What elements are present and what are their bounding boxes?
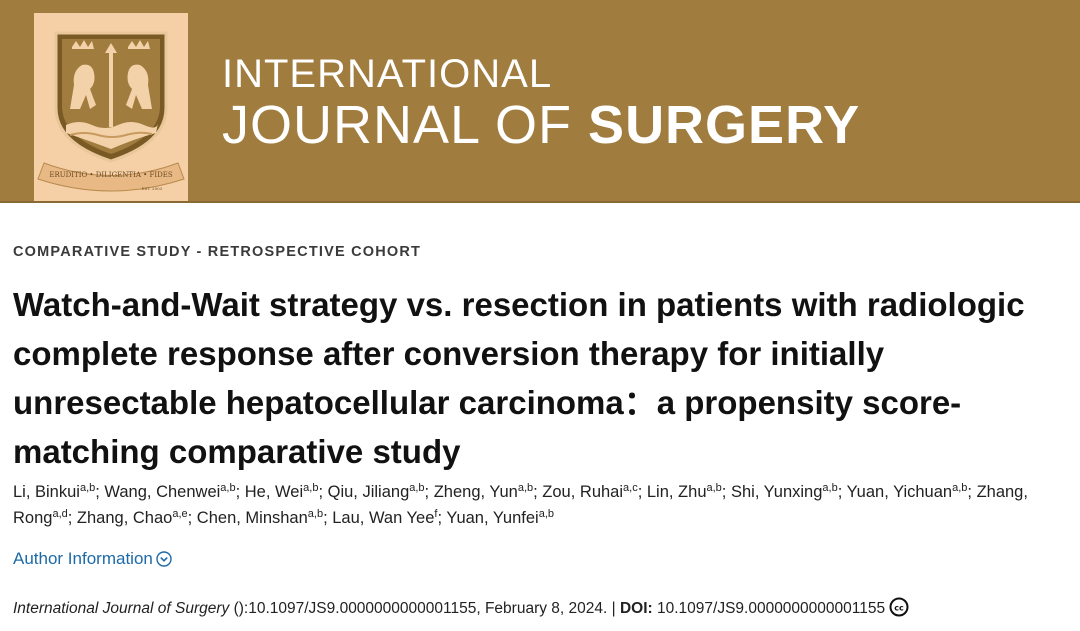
journal-title[interactable]: INTERNATIONAL JOURNAL OF SURGERY (222, 52, 860, 154)
author-item[interactable]: He, Weia,b (244, 482, 319, 502)
doi-label: DOI: (619, 600, 653, 617)
journal-title-line2: JOURNAL OF SURGERY (222, 96, 860, 154)
author-affiliation: a,e (172, 508, 188, 520)
svg-text:cc: cc (894, 604, 904, 613)
author-item[interactable]: Zheng, Yuna,b (433, 482, 534, 502)
author-name: Chen, Minshan (196, 509, 308, 527)
journal-crest-logo[interactable]: ERUDITIO • DILIGENTIA • FIDES EST. 2003 (34, 13, 188, 201)
author-item[interactable]: Zhang, Chaoa,e (76, 508, 188, 528)
author-affiliation: a,b (822, 482, 838, 494)
author-affiliation: a,b (706, 482, 722, 494)
doi-link[interactable]: 10.1097/JS9.0000000000001155 (652, 600, 886, 617)
author-affiliation: a,b (303, 482, 319, 494)
author-item[interactable]: Yuan, Yunfeia,b (446, 508, 555, 528)
author-name: Lin, Zhu (646, 483, 707, 501)
author-affiliation: a,b (220, 482, 236, 494)
author-name: Li, Binkui (13, 483, 80, 501)
author-affiliation: a,c (623, 482, 638, 494)
svg-text:ERUDITIO • DILIGENTIA • FIDES: ERUDITIO • DILIGENTIA • FIDES (49, 171, 172, 179)
chevron-down-circle-icon (156, 551, 172, 567)
author-name: Zhang, Rong (13, 483, 1028, 527)
author-item[interactable]: Wang, Chenweia,b (104, 482, 236, 502)
author-name: Shi, Yunxing (730, 483, 823, 501)
journal-banner: ERUDITIO • DILIGENTIA • FIDES EST. 2003 … (0, 0, 1080, 201)
author-name: He, Wei (244, 483, 304, 501)
svg-text:EST. 2003: EST. 2003 (142, 186, 163, 191)
citation-reference: ():10.1097/JS9.0000000000001155, Februar… (229, 600, 620, 617)
author-information-label: Author Information (13, 549, 153, 568)
author-affiliation: a,b (538, 508, 555, 520)
article-category: COMPARATIVE STUDY - RETROSPECTIVE COHORT (13, 244, 422, 260)
author-affiliation: a,b (952, 482, 968, 494)
author-affiliation: a,d (52, 508, 68, 520)
author-name: Qiu, Jiliang (327, 483, 410, 501)
author-information-toggle[interactable]: Author Information (13, 549, 172, 569)
journal-title-light: JOURNAL OF (222, 95, 589, 155)
author-affiliation: f (434, 508, 438, 520)
author-name: Yuan, Yunfei (446, 509, 539, 527)
author-name: Yuan, Yichuan (846, 483, 953, 501)
citation-line: International Journal of Surgery ():10.1… (13, 597, 1073, 618)
author-item[interactable]: Qiu, Jilianga,b (327, 482, 425, 502)
author-item[interactable]: Zhang, Ronga,d (13, 483, 1028, 527)
author-item[interactable]: Lin, Zhua,b (646, 482, 722, 502)
banner-divider (0, 201, 1080, 203)
author-item[interactable]: Zou, Ruhaia,c (542, 482, 638, 502)
author-item[interactable]: Yuan, Yichuana,b (846, 482, 968, 502)
citation-journal[interactable]: International Journal of Surgery (13, 600, 230, 617)
author-list: Li, Binkuia,b; Wang, Chenweia,b; He, Wei… (13, 482, 1028, 528)
author-name: Wang, Chenwei (104, 483, 221, 501)
author-name: Zou, Ruhai (542, 483, 624, 501)
journal-title-line1: INTERNATIONAL (222, 52, 553, 96)
journal-title-bold: SURGERY (588, 95, 861, 155)
author-item[interactable]: Chen, Minshana,b (196, 508, 324, 528)
article-title: Watch-and-Wait strategy vs. resection in… (13, 286, 1025, 470)
author-item[interactable]: Lau, Wan Yeef (332, 508, 438, 528)
author-item[interactable]: Li, Binkuia,b (13, 482, 96, 502)
author-name: Zheng, Yun (433, 483, 518, 501)
creative-commons-icon[interactable]: cc (889, 597, 909, 617)
author-name: Lau, Wan Yee (332, 509, 435, 527)
author-affiliation: a,b (517, 482, 534, 494)
crest-shield-icon: ERUDITIO • DILIGENTIA • FIDES EST. 2003 (37, 31, 185, 192)
author-name: Zhang, Chao (76, 509, 173, 527)
author-affiliation: a,b (79, 482, 96, 494)
author-affiliation: a,b (409, 482, 425, 494)
author-item[interactable]: Shi, Yunxinga,b (730, 482, 838, 502)
author-affiliation: a,b (307, 508, 324, 520)
